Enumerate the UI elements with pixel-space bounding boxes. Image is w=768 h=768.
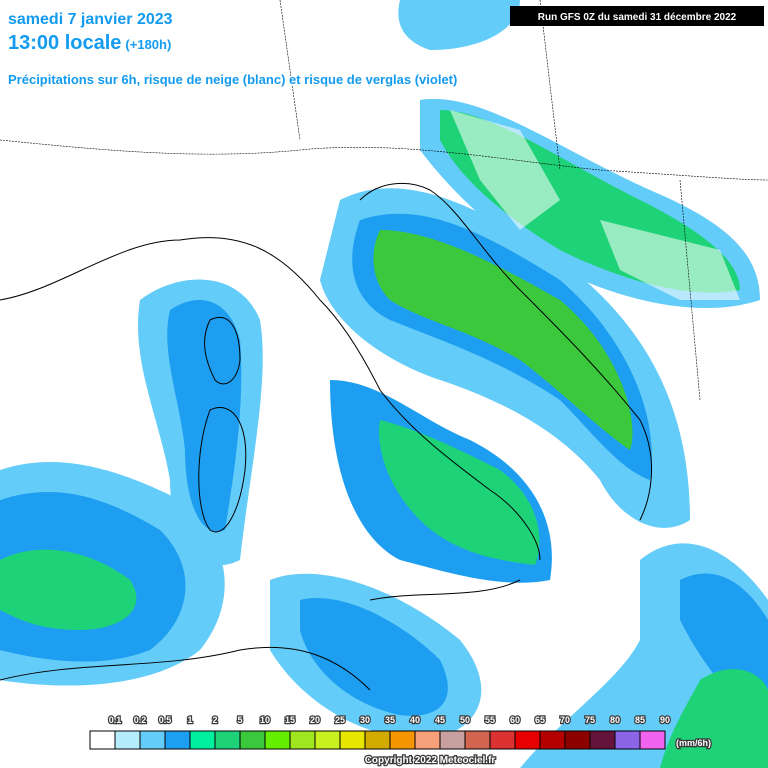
legend-swatch bbox=[514, 730, 541, 750]
legend-swatch bbox=[114, 730, 141, 750]
legend-label: 90 bbox=[660, 715, 670, 725]
legend-label: 15 bbox=[285, 715, 295, 725]
legend-swatch bbox=[289, 730, 316, 750]
legend-label: 10 bbox=[260, 715, 270, 725]
legend-swatch bbox=[639, 730, 666, 750]
legend-label: 5 bbox=[237, 715, 242, 725]
legend-label: 0.5 bbox=[159, 715, 172, 725]
legend-label: 40 bbox=[410, 715, 420, 725]
legend-swatch bbox=[214, 730, 241, 750]
legend-swatch bbox=[364, 730, 391, 750]
legend-swatch bbox=[139, 730, 166, 750]
legend-swatch bbox=[489, 730, 516, 750]
legend-swatch bbox=[89, 730, 116, 750]
legend-swatch bbox=[389, 730, 416, 750]
legend-label: 60 bbox=[510, 715, 520, 725]
legend-swatch bbox=[239, 730, 266, 750]
legend-swatch bbox=[564, 730, 591, 750]
subtitle: Précipitations sur 6h, risque de neige (… bbox=[8, 72, 457, 87]
legend-swatch bbox=[539, 730, 566, 750]
legend-swatch bbox=[264, 730, 291, 750]
legend-label: 45 bbox=[435, 715, 445, 725]
legend-unit: (mm/6h) bbox=[676, 738, 711, 748]
legend-swatch bbox=[164, 730, 191, 750]
legend-swatch bbox=[589, 730, 616, 750]
legend-label: 20 bbox=[310, 715, 320, 725]
legend-label: 25 bbox=[335, 715, 345, 725]
legend-label: 2 bbox=[212, 715, 217, 725]
legend-swatch bbox=[339, 730, 366, 750]
coastlines bbox=[0, 0, 768, 691]
legend-label: 85 bbox=[635, 715, 645, 725]
legend-swatch bbox=[414, 730, 441, 750]
legend-label: 65 bbox=[535, 715, 545, 725]
legend-label: 70 bbox=[560, 715, 570, 725]
legend-swatch bbox=[314, 730, 341, 750]
legend-label: 80 bbox=[610, 715, 620, 725]
lead-time: (+180h) bbox=[125, 37, 171, 52]
copyright: Copyright 2022 Meteociel.fr bbox=[365, 755, 496, 766]
time: 13:00 locale (+180h) bbox=[8, 32, 171, 54]
run-box bbox=[510, 6, 764, 26]
legend-label: 30 bbox=[360, 715, 370, 725]
legend-swatch bbox=[464, 730, 491, 750]
legend-label: 35 bbox=[385, 715, 395, 725]
legend-label: 0.2 bbox=[134, 715, 147, 725]
legend-label: 55 bbox=[485, 715, 495, 725]
legend-label: 1 bbox=[187, 715, 192, 725]
legend: 0.1 0.2 0.5 1 2 5 10 15 20 25 30 35 40 45 50 55 60 65 70 75… bbox=[89, 714, 671, 750]
run-label: Run GFS 0Z du samedi 31 décembre 2022 bbox=[538, 12, 737, 23]
legend-label: 0.1 bbox=[109, 715, 122, 725]
legend-label: 50 bbox=[460, 715, 470, 725]
time-text: 13:00 locale bbox=[8, 32, 121, 54]
legend-swatch bbox=[614, 730, 641, 750]
legend-label: 75 bbox=[585, 715, 595, 725]
date: samedi 7 janvier 2023 bbox=[8, 11, 173, 28]
legend-swatch bbox=[439, 730, 466, 750]
legend-swatch bbox=[189, 730, 216, 750]
